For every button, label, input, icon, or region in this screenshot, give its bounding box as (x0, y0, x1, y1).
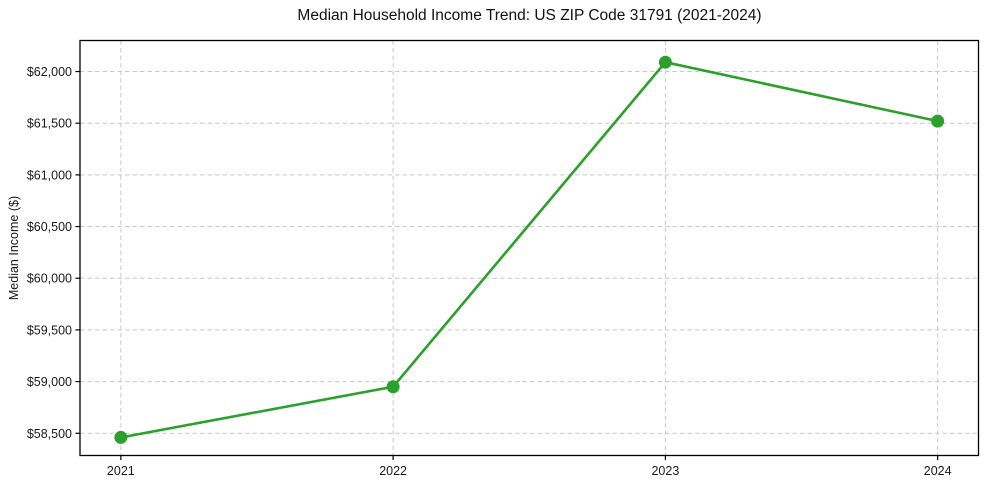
x-tick-label: 2023 (651, 464, 679, 478)
trend-line (119, 60, 939, 439)
data-point (386, 380, 400, 394)
grid-layer (80, 40, 979, 456)
y-tick-label: $62,000 (27, 65, 72, 79)
axis-layer: $58,500 $59,000 $59,500 $60,000 $60,500 $61,0… (27, 39, 980, 478)
y-tick-label: $59,000 (27, 375, 72, 389)
y-axis-label: Median Income ($) (7, 196, 21, 300)
x-tick-label: 2022 (379, 464, 407, 478)
y-tick-label: $60,500 (27, 220, 72, 234)
data-point (658, 55, 672, 69)
data-point (114, 430, 128, 444)
y-tick-label: $59,500 (27, 323, 72, 337)
plot-border (79, 39, 980, 457)
x-tick-label: 2024 (924, 464, 952, 478)
y-tick-label: $60,000 (27, 272, 72, 286)
y-tick-label: $58,500 (27, 427, 72, 441)
data-point (931, 114, 945, 128)
y-tick-label: $61,500 (27, 117, 72, 131)
x-tick-label: 2021 (107, 464, 135, 478)
y-tick-label: $61,000 (27, 168, 72, 182)
series-layer (114, 55, 945, 444)
chart-title: Median Household Income Trend: US ZIP Co… (297, 7, 762, 24)
